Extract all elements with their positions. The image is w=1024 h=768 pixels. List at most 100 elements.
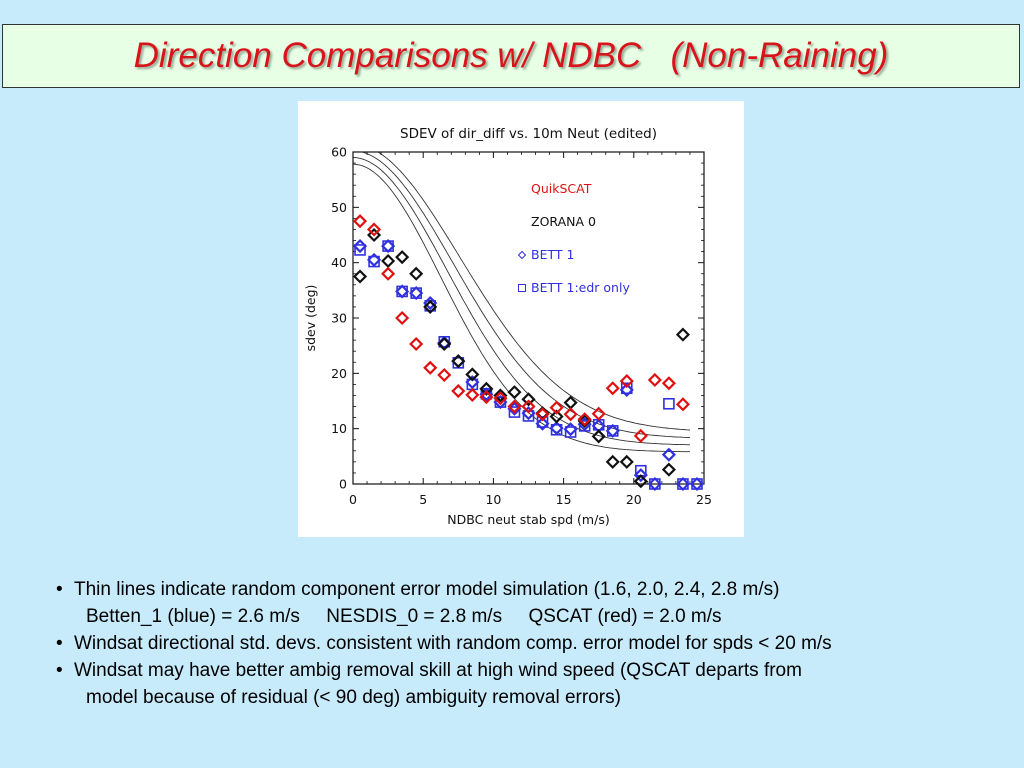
data-point <box>451 383 466 399</box>
data-point <box>564 426 577 438</box>
legend: QuikSCAT ZORANA 0 BETT 1 BETT 1:edr only <box>517 181 630 295</box>
model-curves <box>353 152 691 453</box>
legend-marker-diamond <box>517 250 527 260</box>
x-tick-label: 0 <box>349 492 357 507</box>
legend-marker-square <box>518 284 526 292</box>
bullet-item: • Thin lines indicate random component e… <box>56 576 1006 603</box>
data-point <box>479 387 494 402</box>
y-tick-label: 0 <box>339 477 347 492</box>
data-point <box>563 407 578 422</box>
data-point <box>661 462 676 477</box>
model-curve <box>377 152 691 431</box>
data-point <box>605 423 620 438</box>
bullet-continuation: model because of residual (< 90 deg) amb… <box>86 687 621 708</box>
data-point <box>647 476 662 492</box>
data-point <box>577 413 592 428</box>
data-point <box>619 382 634 397</box>
title-box: Direction Comparisons w/ NDBC (Non-Raini… <box>2 24 1020 88</box>
data-point <box>409 286 424 301</box>
data-point <box>521 406 536 421</box>
data-point <box>465 375 480 390</box>
data-point <box>508 406 521 418</box>
chart-panel: SDEV of dir_diff vs. 10m Neut (edited) 0 5… <box>298 101 744 537</box>
data-point <box>633 468 648 483</box>
data-point <box>437 367 452 383</box>
data-point <box>563 395 578 410</box>
sdev-chart: SDEV of dir_diff vs. 10m Neut (edited) 0 5… <box>303 126 712 527</box>
legend-label: QuikSCAT <box>531 181 592 196</box>
data-point <box>352 239 368 254</box>
bullet-item: • Windsat may have better ambig removal … <box>56 657 1006 684</box>
data-point <box>423 360 438 375</box>
y-tick-label: 10 <box>331 421 347 436</box>
data-point <box>367 222 382 237</box>
data-point <box>521 399 536 414</box>
x-tick-label: 20 <box>626 492 642 507</box>
data-point <box>352 269 368 284</box>
y-tick-label: 60 <box>331 145 347 160</box>
bullet-dot: • <box>56 579 63 600</box>
bullet-dot: • <box>56 633 63 654</box>
data-point <box>354 244 366 256</box>
data-point <box>535 407 550 422</box>
data-point <box>663 397 675 410</box>
bullet-list: • Thin lines indicate random component e… <box>56 576 1006 711</box>
data-point <box>465 367 480 382</box>
data-point <box>437 336 452 352</box>
data-point <box>591 429 606 444</box>
data-point <box>381 253 396 269</box>
data-point <box>661 376 676 391</box>
data-point <box>605 381 620 396</box>
y-tick-label: 20 <box>331 366 347 381</box>
legend-label: ZORANA 0 <box>531 214 596 229</box>
data-point <box>605 454 620 469</box>
data-point <box>549 409 564 424</box>
data-point <box>451 354 466 369</box>
data-point <box>479 390 494 405</box>
data-point <box>381 266 396 281</box>
slide-title: Direction Comparisons w/ NDBC (Non-Raini… <box>133 36 889 75</box>
data-point <box>409 336 424 352</box>
model-curve <box>359 152 691 439</box>
data-point <box>367 227 382 243</box>
x-tick-label: 5 <box>419 492 427 507</box>
y-tick-label: 30 <box>331 311 347 326</box>
data-point <box>507 399 522 414</box>
bullet-item: • Windsat directional std. devs. consist… <box>56 630 1006 657</box>
x-tick-label: 10 <box>485 492 501 507</box>
data-point <box>395 310 410 326</box>
x-tick-label: 25 <box>696 492 712 507</box>
legend-label: BETT 1 <box>531 247 574 262</box>
data-point <box>675 327 690 342</box>
data-point <box>689 476 705 492</box>
data-point <box>633 474 648 489</box>
data-point <box>423 299 438 314</box>
y-tick-label: 50 <box>331 200 347 215</box>
x-tick-label: 15 <box>556 492 572 507</box>
data-point <box>675 476 690 492</box>
bullet-text: Windsat directional std. devs. consisten… <box>74 633 832 654</box>
data-point <box>619 374 634 389</box>
data-point <box>619 454 634 469</box>
data-point <box>577 412 592 427</box>
data-point <box>507 385 522 400</box>
data-point <box>395 284 410 299</box>
data-point <box>647 372 662 388</box>
data-point <box>367 252 382 267</box>
plot-frame <box>352 151 705 485</box>
model-curve <box>353 163 690 453</box>
bullet-text: Thin lines indicate random component err… <box>74 579 780 600</box>
data-point <box>591 406 606 421</box>
data-point <box>381 239 396 254</box>
data-point <box>423 296 438 311</box>
data-point <box>549 400 564 415</box>
data-point <box>633 428 648 443</box>
bullet-dot: • <box>56 660 63 681</box>
data-point <box>521 392 536 407</box>
model-curve <box>353 157 691 446</box>
legend-label: BETT 1:edr only <box>531 280 630 295</box>
data-point <box>493 391 508 406</box>
chart-title: SDEV of dir_diff vs. 10m Neut (edited) <box>400 126 657 142</box>
bullet-continuation: Betten_1 (blue) = 2.6 m/s NESDIS_0 = 2.8… <box>86 606 722 627</box>
y-axis-label: sdev (deg) <box>303 285 318 352</box>
